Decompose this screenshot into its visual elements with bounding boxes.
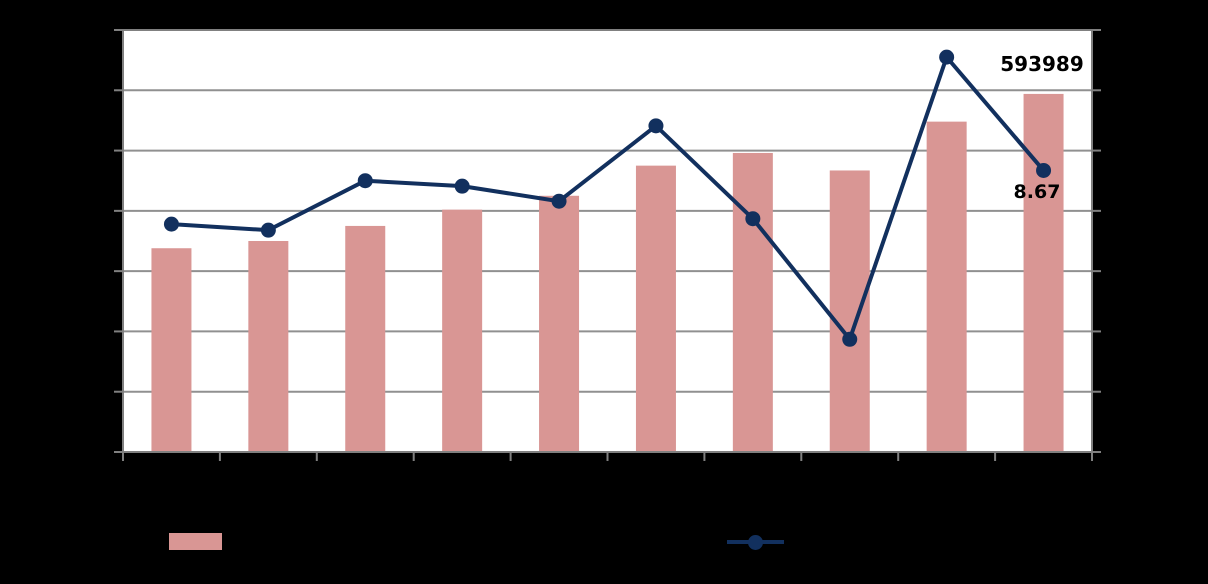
bar [926, 121, 967, 453]
line-series [169, 55, 1046, 342]
line-marker [551, 193, 567, 209]
bar [539, 195, 580, 453]
line-marker [357, 173, 373, 189]
bar [732, 152, 773, 453]
bar [248, 241, 289, 452]
line-marker [648, 118, 664, 134]
bar [151, 248, 192, 452]
line-marker [454, 178, 470, 194]
data-label-last-point: 8.67 [1013, 181, 1061, 203]
bar [829, 170, 870, 453]
data-label-last-bar: 593989 [1000, 52, 1084, 76]
line-marker [939, 49, 955, 65]
line-marker [745, 211, 761, 227]
bar [442, 209, 483, 452]
line-marker [260, 222, 276, 238]
bar [1023, 93, 1064, 452]
bar [345, 225, 386, 452]
line-marker [1036, 162, 1052, 178]
bar [635, 165, 676, 452]
line-marker [163, 216, 179, 232]
line-marker [842, 331, 858, 347]
